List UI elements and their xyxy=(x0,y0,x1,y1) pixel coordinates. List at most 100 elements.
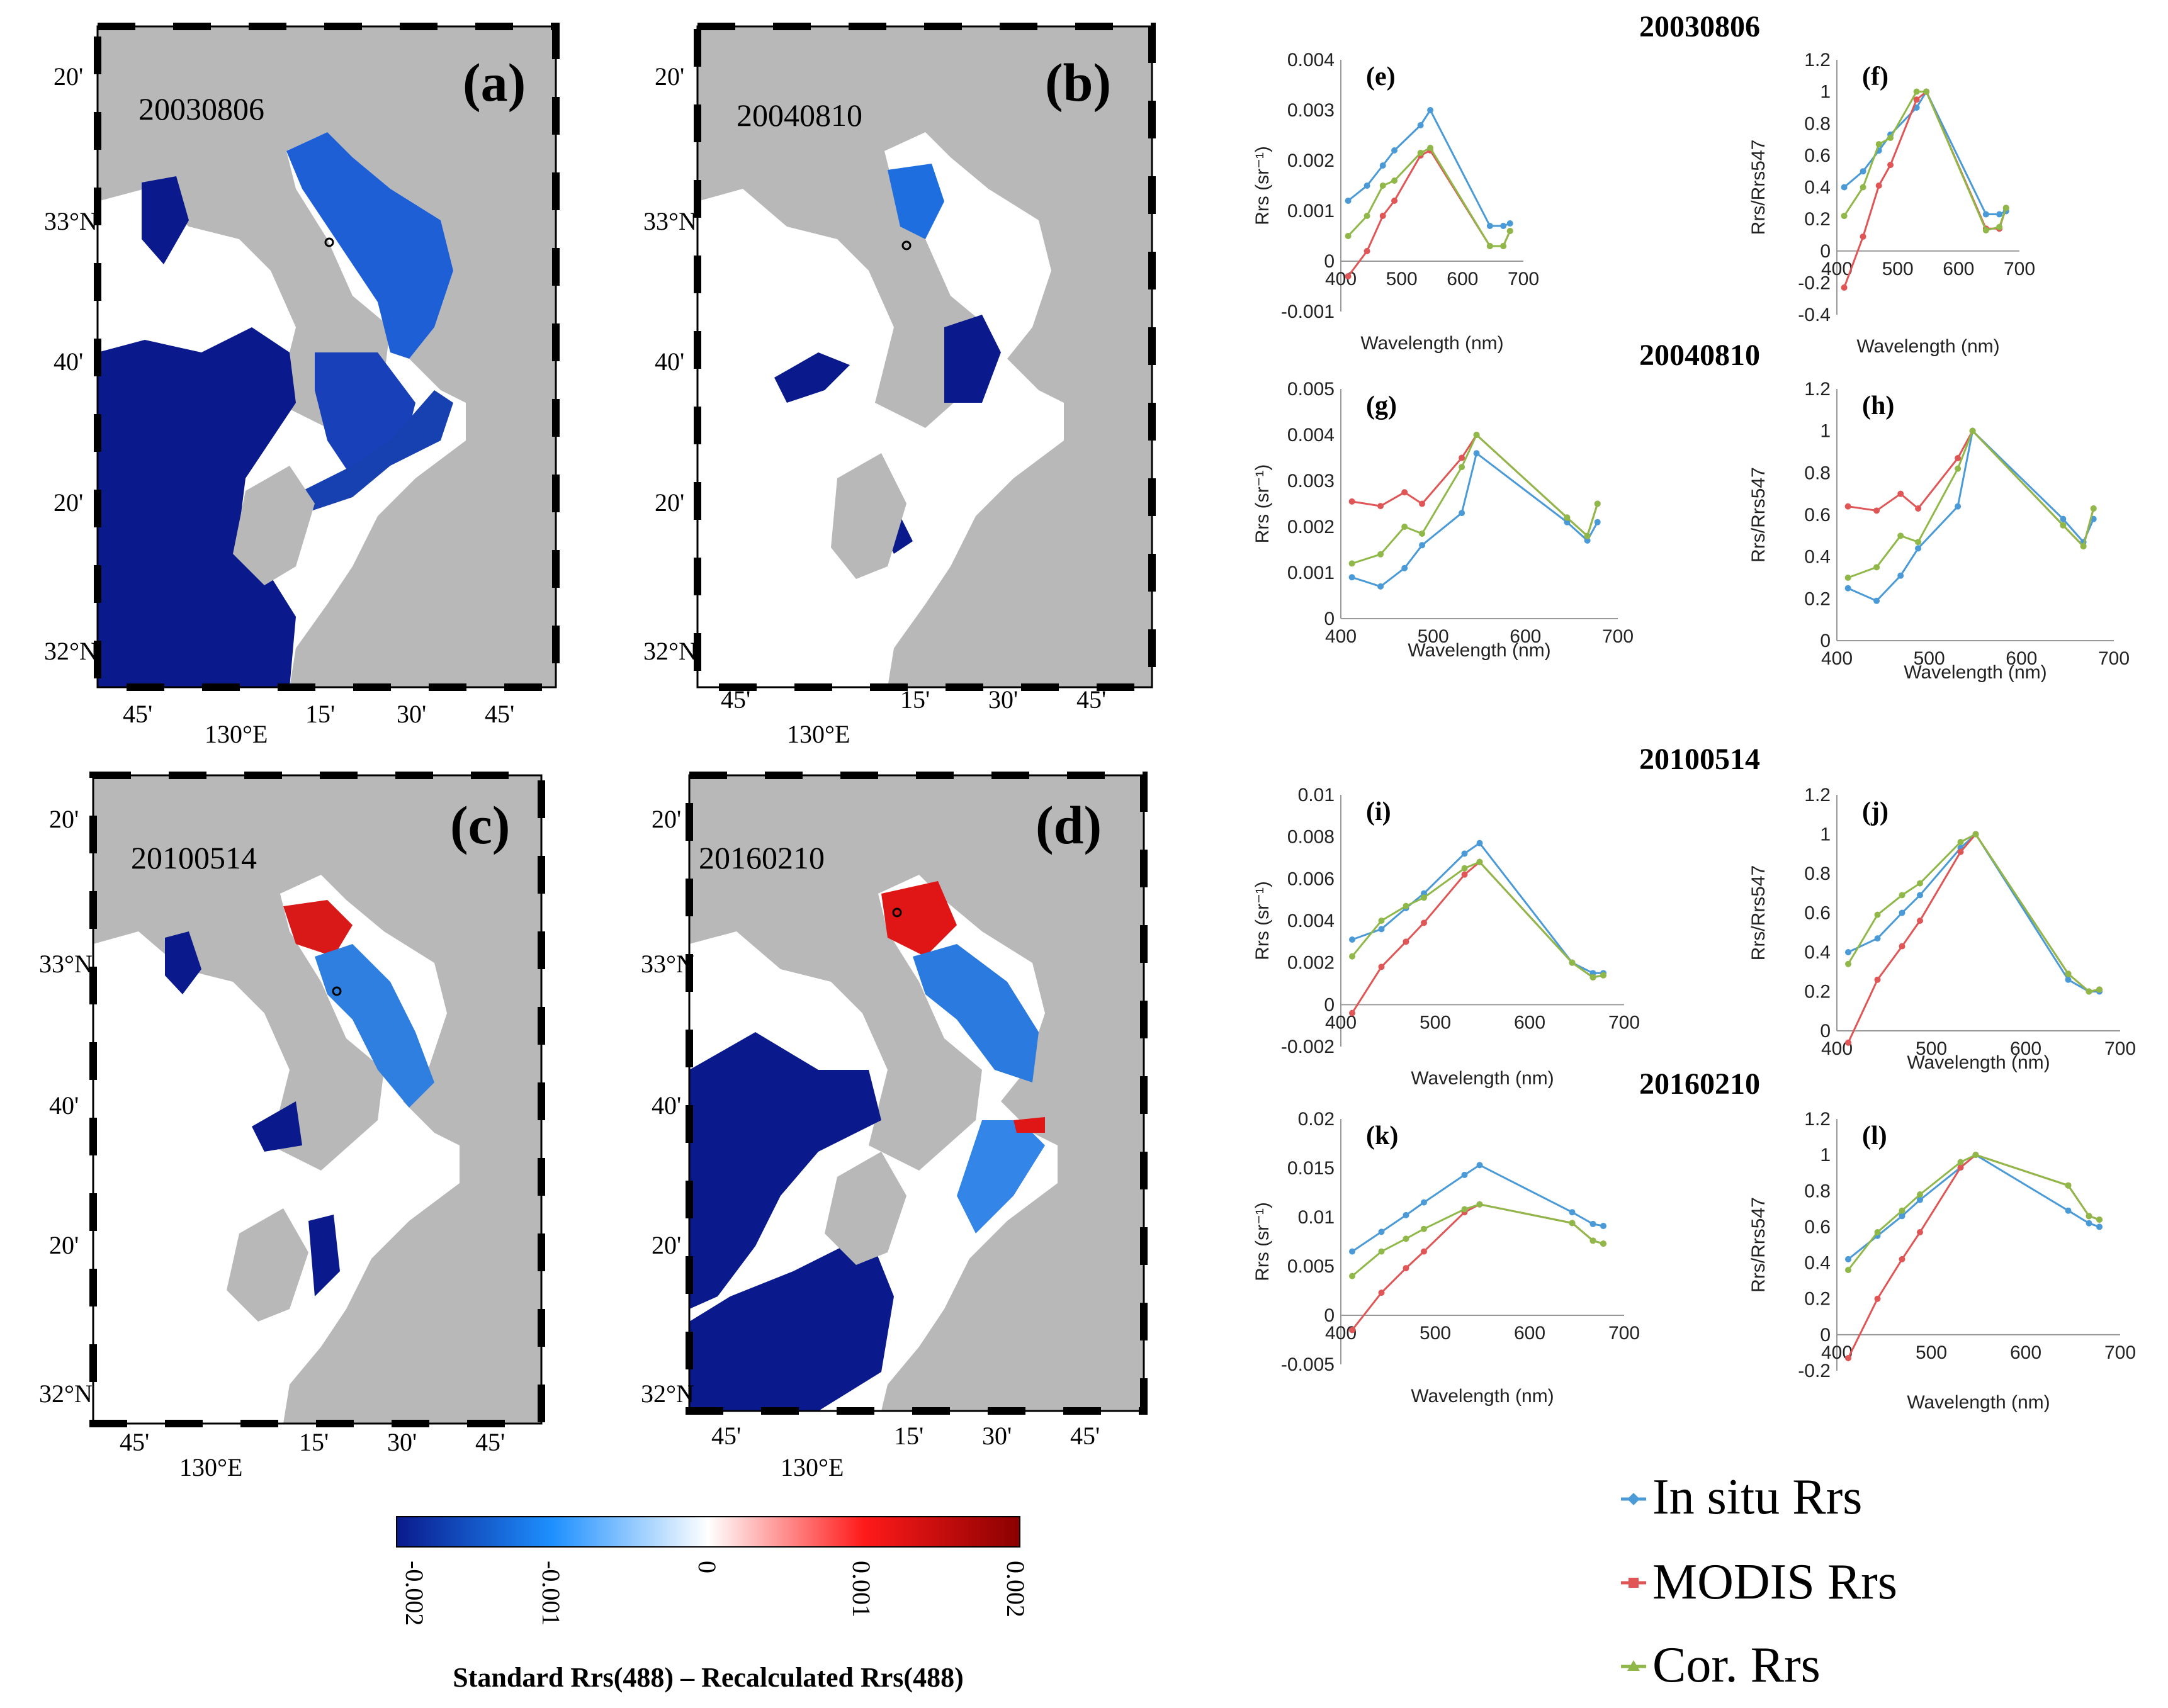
x-tick-label: 500 xyxy=(1916,1342,1947,1363)
map-frame-ticks xyxy=(686,772,1148,1415)
legend-item-modis: MODIS Rrs xyxy=(1621,1554,1897,1610)
series-line xyxy=(1843,89,2007,215)
data-point xyxy=(1348,498,1355,505)
data-point xyxy=(1955,455,1962,461)
data-point xyxy=(1476,858,1483,865)
data-point xyxy=(1421,1199,1427,1206)
lat-tick: 32°N xyxy=(39,1379,93,1408)
y-tick-label: 1.2 xyxy=(1804,50,1831,70)
data-point xyxy=(1564,519,1571,525)
chart-panel-label: (j) xyxy=(1862,797,1889,826)
colorbar-title: Standard Rrs(488) – Recalculated Rrs(488… xyxy=(453,1662,963,1693)
lat-tick: 40' xyxy=(652,1091,681,1120)
map-bay-red xyxy=(283,900,353,957)
map-d-axis-labels: 20' 33°N 40' 20' 32°N 45' 130°E 15' 30' … xyxy=(641,805,1100,1481)
data-point xyxy=(1913,96,1920,103)
data-point xyxy=(2065,1182,2072,1189)
y-axis-label: Rrs/Rrs547 xyxy=(1748,467,1769,563)
x-tick-label: 700 xyxy=(1602,626,1634,647)
x-tick-label: 500 xyxy=(1420,1323,1451,1344)
map-panel-b: (b) 20040810 xyxy=(694,23,1156,691)
data-point xyxy=(2090,505,2097,512)
data-point xyxy=(1957,1164,1964,1171)
y-tick-label: 0.008 xyxy=(1287,827,1335,848)
data-point xyxy=(1600,1223,1606,1230)
y-tick-label: 1.2 xyxy=(1804,1109,1831,1130)
data-point xyxy=(1897,490,1904,497)
data-point xyxy=(1378,918,1385,924)
data-point xyxy=(1348,574,1355,581)
y-tick-label: 0.005 xyxy=(1287,379,1335,400)
x-tick-label: 700 xyxy=(2104,1038,2136,1059)
x-tick-label: 500 xyxy=(1418,626,1449,647)
data-point xyxy=(1564,514,1571,521)
x-axis-label: Wavelength (nm) xyxy=(1856,336,1999,357)
lat-tick: 20' xyxy=(49,1231,79,1259)
y-tick-label: 0.4 xyxy=(1804,1253,1831,1274)
data-point xyxy=(1377,503,1384,510)
data-point xyxy=(2080,543,2087,549)
data-point xyxy=(1401,489,1408,496)
y-tick-label: 0 xyxy=(1820,1325,1831,1346)
map-station-marker xyxy=(901,240,912,250)
data-point xyxy=(1569,1209,1576,1216)
y-tick-label: -0.001 xyxy=(1281,301,1335,322)
map-water xyxy=(697,132,1064,687)
x-tick-label: 600 xyxy=(2010,1342,2041,1363)
data-point xyxy=(1349,1248,1355,1255)
lon-tick: 45' xyxy=(120,1428,149,1456)
x-tick-label: 700 xyxy=(2104,1342,2136,1363)
data-point xyxy=(1845,1256,1851,1262)
data-point xyxy=(1594,519,1601,525)
lat-tick: 40' xyxy=(49,1091,79,1120)
chart-panel-label: (k) xyxy=(1366,1121,1398,1150)
x-tick-label: 400 xyxy=(1325,1323,1357,1344)
map-panel-label: (b) xyxy=(1045,52,1111,113)
legend-label: Cor. Rrs xyxy=(1652,1638,1821,1693)
map-bay-red xyxy=(881,881,957,957)
data-point xyxy=(1349,1009,1355,1016)
data-point xyxy=(1486,243,1493,249)
data-point xyxy=(1461,1206,1468,1213)
data-point xyxy=(1500,243,1507,249)
data-point xyxy=(2086,988,2092,995)
data-point xyxy=(1363,213,1370,219)
y-tick-label: 1 xyxy=(1820,82,1831,103)
data-point xyxy=(1391,147,1398,154)
lon-tick: 130°E xyxy=(205,720,268,748)
chart-panel-label: (e) xyxy=(1366,62,1396,91)
data-point xyxy=(1378,1228,1385,1235)
data-point xyxy=(1417,122,1424,128)
data-point xyxy=(1996,211,2003,218)
data-point xyxy=(1461,1171,1468,1178)
lat-tick: 20' xyxy=(655,488,684,517)
y-tick-label: 0.001 xyxy=(1287,201,1335,222)
data-point xyxy=(1476,1162,1483,1169)
x-tick-label: 600 xyxy=(1510,626,1541,647)
data-point xyxy=(1875,182,1882,189)
data-point xyxy=(1349,1327,1355,1334)
chart-panel-label: (i) xyxy=(1366,797,1391,826)
data-point xyxy=(1982,227,1989,233)
line-chart-g: 0 0.001 0.002 0.003 0.004 0.005 400 500 600 700 Wa… xyxy=(1252,379,1634,661)
data-point xyxy=(1391,177,1398,184)
data-point xyxy=(1506,228,1513,234)
data-point xyxy=(1873,597,1880,604)
y-tick-label: 0 xyxy=(1324,1305,1335,1326)
data-point xyxy=(1403,1265,1409,1272)
data-point xyxy=(1379,213,1386,219)
data-point xyxy=(1917,918,1923,924)
data-point xyxy=(1417,150,1424,156)
x-tick-label: 700 xyxy=(1608,1323,1640,1344)
data-point xyxy=(1378,1248,1385,1255)
data-point xyxy=(1899,892,1905,899)
lon-tick: 15' xyxy=(305,700,335,728)
lon-tick: 45' xyxy=(721,685,750,714)
lat-tick: 33°N xyxy=(39,950,93,978)
data-point xyxy=(1897,532,1904,539)
legend-item-in-situ: In situ Rrs xyxy=(1621,1469,1862,1525)
line-chart-f: -0.4 -0.2 0 0.2 0.4 0.6 0.8 1 1.2 400 500 600 700 Wav… xyxy=(1748,50,2035,357)
colorbar-tick: 0.001 xyxy=(847,1561,876,1617)
